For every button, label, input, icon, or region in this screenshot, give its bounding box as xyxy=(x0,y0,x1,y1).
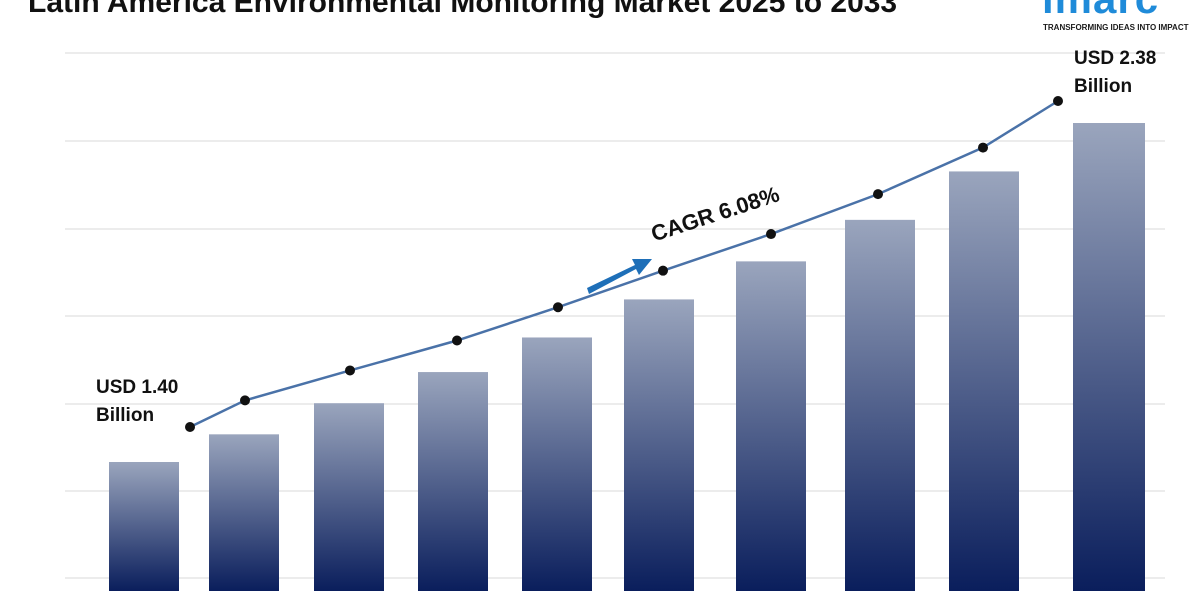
bar xyxy=(109,462,179,591)
end-value: USD 2.38 xyxy=(1074,48,1157,69)
bar xyxy=(418,372,488,591)
bar xyxy=(209,434,279,591)
bar xyxy=(845,219,915,591)
trend-point xyxy=(452,335,462,346)
end-unit: Billion xyxy=(1074,76,1133,97)
trend-point xyxy=(1053,96,1063,106)
bar xyxy=(314,403,384,591)
bar xyxy=(522,337,592,591)
logo-tagline: TRANSFORMING IDEAS INTO IMPACT xyxy=(1043,23,1189,32)
chart-title: Latin America Environmental Monitoring M… xyxy=(28,0,898,19)
trend-point xyxy=(658,265,668,276)
bar xyxy=(1073,123,1145,591)
trend-point xyxy=(185,422,195,432)
start-value: USD 1.40 xyxy=(96,377,179,398)
start-annotation: USD 1.40 Billion xyxy=(96,374,178,430)
end-annotation: USD 2.38 Billion xyxy=(1074,45,1156,101)
trend-point xyxy=(873,189,883,200)
trend-point xyxy=(240,395,250,406)
trend-point xyxy=(766,229,776,240)
trend-point xyxy=(553,302,563,313)
bar xyxy=(949,171,1019,591)
imarc-logo: imarc TRANSFORMING IDEAS INTO IMPACT xyxy=(1042,0,1200,35)
trend-point xyxy=(978,142,988,153)
trend-point xyxy=(345,365,355,376)
logo-wordmark: imarc xyxy=(1042,0,1159,20)
start-unit: Billion xyxy=(96,405,155,426)
cagr-arrow-icon xyxy=(587,259,652,294)
trend xyxy=(185,96,1063,432)
bar xyxy=(736,261,806,591)
trend-line xyxy=(189,99,1059,429)
bar xyxy=(624,299,694,591)
bars xyxy=(109,123,1145,591)
